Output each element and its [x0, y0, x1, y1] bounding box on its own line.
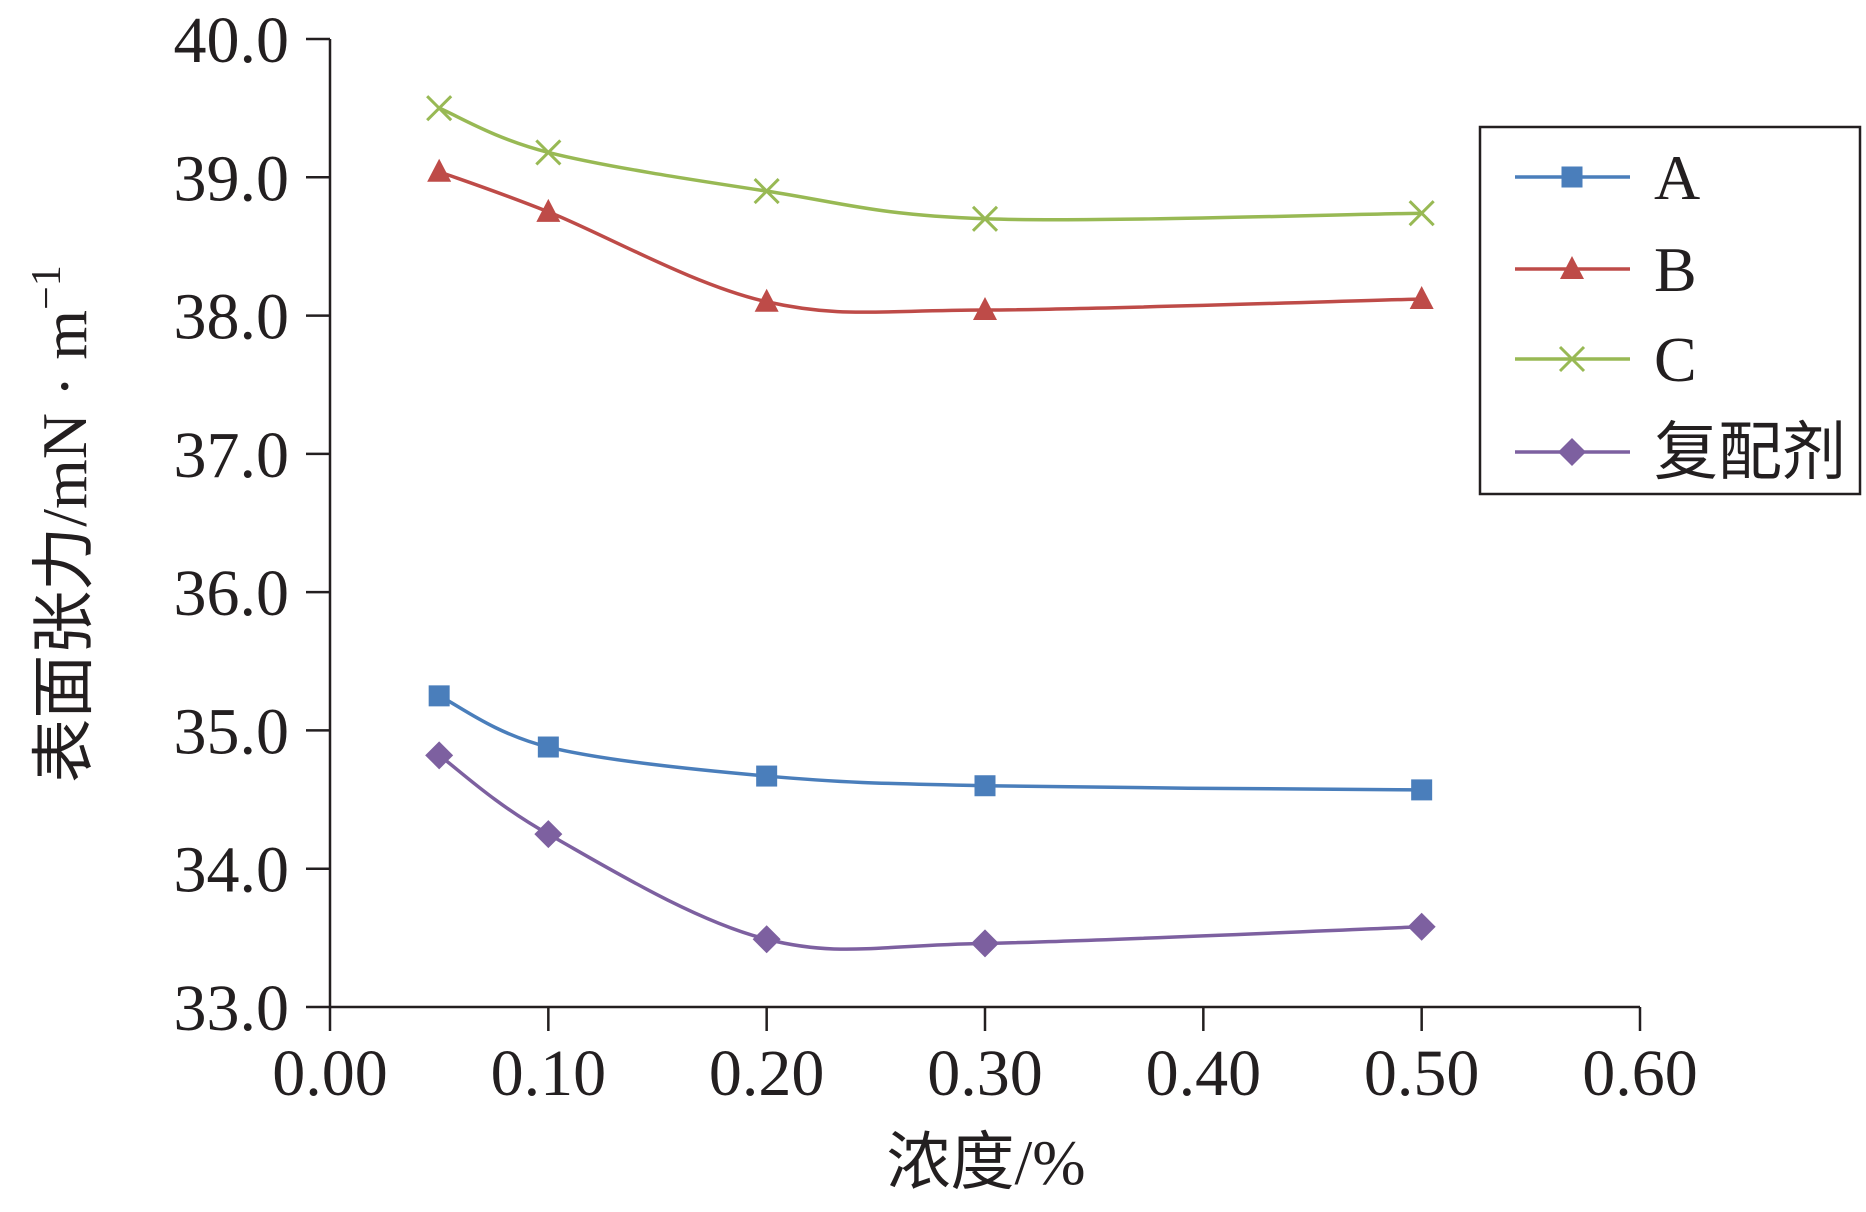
data-point-2-1 [535, 139, 562, 166]
legend-item-3: 复配剂 [1515, 417, 1846, 488]
y-axis-label-superscript: −1 [24, 265, 70, 310]
data-point-1-2 [754, 288, 779, 312]
legend-item-0: A [1515, 142, 1700, 213]
data-point-1-4 [1409, 285, 1434, 309]
y-tick-label: 35.0 [174, 695, 290, 768]
legend-box [1478, 125, 1862, 496]
data-point-3-4 [1407, 912, 1436, 941]
series-line-3 [438, 753, 1422, 951]
data-point-2-4 [1408, 200, 1435, 227]
data-point-1-0 [427, 158, 452, 182]
y-tick-label: 33.0 [174, 972, 290, 1045]
legend-label: B [1654, 234, 1697, 305]
legend-label: A [1654, 142, 1700, 213]
legend-label: C [1654, 324, 1697, 395]
y-tick-label: 38.0 [174, 281, 290, 354]
data-point-1-3 [973, 297, 997, 321]
x-tick-label: 0.60 [1582, 1037, 1698, 1110]
series-0 [428, 685, 1433, 801]
series-line-1 [438, 170, 1422, 314]
series-group [425, 95, 1436, 958]
data-point-2-3 [971, 205, 999, 232]
legend: ABC 复配剂 [1478, 125, 1862, 496]
data-point-0-0 [428, 685, 450, 707]
y-tick-label: 34.0 [174, 834, 290, 907]
x-axis-label: 浓度/% [886, 1127, 1085, 1198]
data-point-2-0-stroke [426, 95, 453, 122]
x-tick-label: 0.10 [491, 1037, 607, 1110]
data-point-1-1 [536, 198, 561, 222]
x-tick-label: 0.40 [1146, 1037, 1262, 1110]
data-point-3-0 [425, 741, 454, 770]
data-point-0-3 [974, 775, 996, 797]
series-line-2 [438, 106, 1422, 222]
x-tick-label: 0.50 [1364, 1037, 1480, 1110]
series-2 [426, 95, 1435, 232]
data-point-2-2-stroke [753, 178, 780, 205]
legend-marker [1558, 345, 1586, 373]
data-point-2-3-stroke [971, 205, 999, 232]
data-point-3-2 [752, 925, 781, 954]
series-3 [425, 741, 1436, 958]
x-tick-label: 0.00 [272, 1037, 388, 1110]
x-tick-label: 0.20 [709, 1037, 825, 1110]
y-axis-label-main: 表面张力/mN · m [29, 310, 100, 783]
y-tick-label: 39.0 [174, 142, 290, 215]
legend-item-2: C [1515, 324, 1697, 395]
data-point-3-1 [534, 820, 563, 849]
data-point-2-4-stroke [1408, 200, 1435, 227]
data-point-2-2 [753, 178, 780, 205]
y-tick-label: 36.0 [174, 557, 290, 630]
axes [328, 39, 1640, 1009]
data-point-3-3 [971, 929, 999, 958]
data-point-0-1 [537, 736, 559, 758]
legend-marker [1560, 256, 1584, 279]
legend-marker [1561, 166, 1583, 188]
data-point-2-0 [426, 95, 453, 122]
legend-marker [1558, 438, 1586, 466]
ticks: 33.0 34.0 35.0 36.0 37.0 38.0 39.0 40.0 0.00 0.10… [174, 4, 1698, 1110]
legend-marker-stroke [1558, 345, 1586, 373]
data-point-2-1-stroke [535, 139, 562, 166]
series-line-0 [438, 694, 1422, 792]
legend-label: 复配剂 [1654, 417, 1846, 488]
y-axis-label: 表面张力/mN · m−1 [24, 265, 100, 783]
x-tick-label: 0.30 [927, 1037, 1043, 1110]
data-point-0-2 [756, 765, 778, 787]
y-tick-label: 40.0 [174, 4, 290, 77]
legend-item-1: B [1515, 234, 1697, 305]
y-tick-label: 37.0 [174, 419, 290, 492]
data-point-0-4 [1411, 779, 1433, 801]
series-1 [427, 158, 1434, 321]
